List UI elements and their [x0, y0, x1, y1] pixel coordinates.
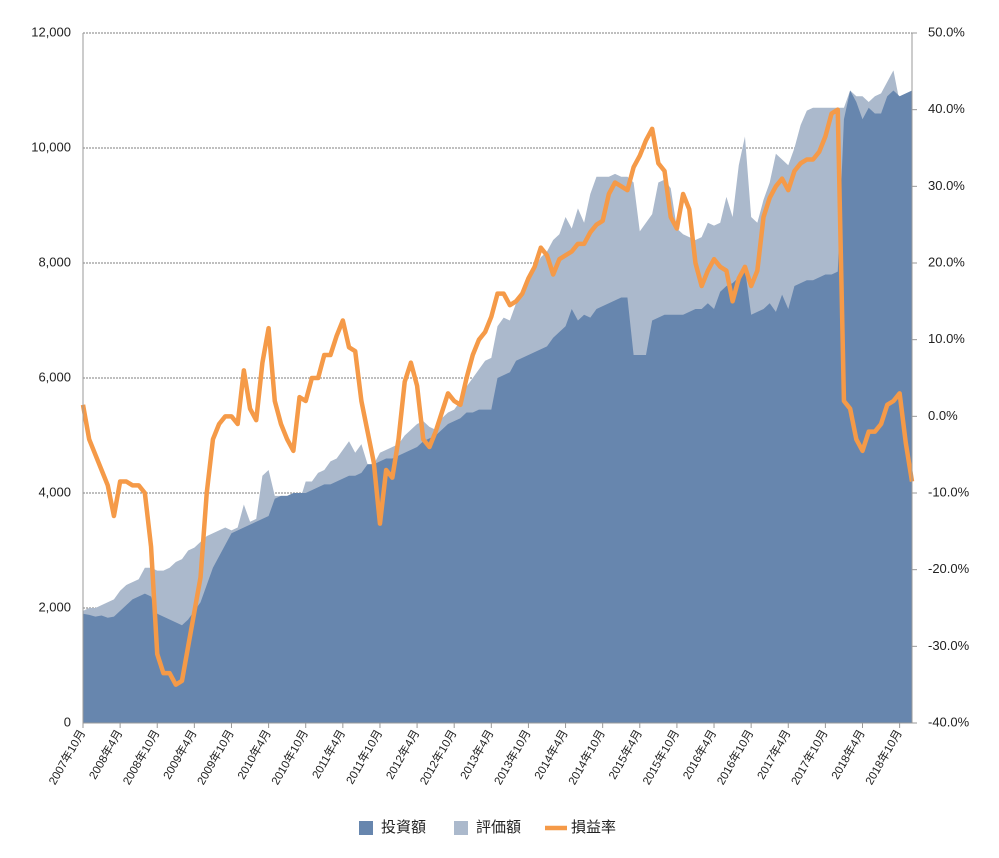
x-tick-label: 2010年4月	[234, 727, 274, 782]
y2-tick-label: -20.0%	[928, 561, 970, 576]
x-tick-label: 2009年10月	[194, 727, 237, 787]
x-tick-label: 2013年4月	[457, 727, 497, 782]
y-tick-label: 10,000	[31, 139, 71, 154]
y2-tick-label: -30.0%	[928, 638, 970, 653]
areas	[83, 70, 912, 723]
y-tick-label: 12,000	[31, 24, 71, 39]
y2-tick-label: 10.0%	[928, 331, 965, 346]
y2-tick-label: 30.0%	[928, 178, 965, 193]
y-tick-label: 8,000	[38, 254, 71, 269]
y2-tick-label: 20.0%	[928, 254, 965, 269]
x-tick-label: 2013年10月	[491, 727, 534, 787]
y-tick-label: 0	[64, 714, 71, 729]
x-tick-label: 2015年4月	[605, 727, 645, 782]
y2-tick-label: -40.0%	[928, 714, 970, 729]
legend-label: 損益率	[571, 819, 616, 836]
legend-swatch	[454, 821, 468, 835]
legend-label: 投資額	[381, 819, 426, 836]
y2-tick-label: 0.0%	[928, 408, 958, 423]
y2-tick-label: 50.0%	[928, 24, 965, 39]
y2-tick-label: -10.0%	[928, 484, 970, 499]
x-tick-label: 2018年10月	[862, 727, 905, 787]
y-tick-label: 4,000	[38, 484, 71, 499]
lines	[80, 107, 915, 687]
y-tick-label: 2,000	[38, 599, 71, 614]
y-tick-label: 6,000	[38, 369, 71, 384]
x-tick-label: 2014年4月	[531, 727, 571, 782]
x-tick-label: 2012年10月	[417, 727, 460, 787]
x-tick-label: 2017年10月	[788, 727, 831, 787]
area	[83, 90, 912, 723]
x-tick-label: 2010年10月	[268, 727, 311, 787]
x-tick-label: 2012年4月	[383, 727, 423, 782]
y2-tick-label: 40.0%	[928, 101, 965, 116]
x-tick-label: 2015年10月	[639, 727, 682, 787]
x-tick-label: 2017年4月	[754, 727, 794, 782]
x-tick-label: 2011年10月	[343, 727, 385, 786]
x-tick-label: 2008年10月	[120, 727, 163, 787]
x-tick-label: 2008年4月	[86, 727, 126, 782]
x-tick-label: 2009年4月	[160, 727, 200, 782]
x-tick-label: 2016年4月	[680, 727, 720, 782]
x-tick-label: 2018年4月	[828, 727, 868, 782]
x-tick-label: 2016年10月	[714, 727, 757, 787]
legend-swatch	[359, 821, 373, 835]
x-tick-label: 2007年10月	[45, 727, 88, 787]
legend: 投資額 評価額 損益率	[359, 819, 616, 836]
x-tick-label: 2014年10月	[565, 727, 608, 787]
line	[80, 107, 915, 687]
x-tick-label: 2011年4月	[309, 727, 348, 781]
legend-label: 評価額	[476, 819, 521, 836]
